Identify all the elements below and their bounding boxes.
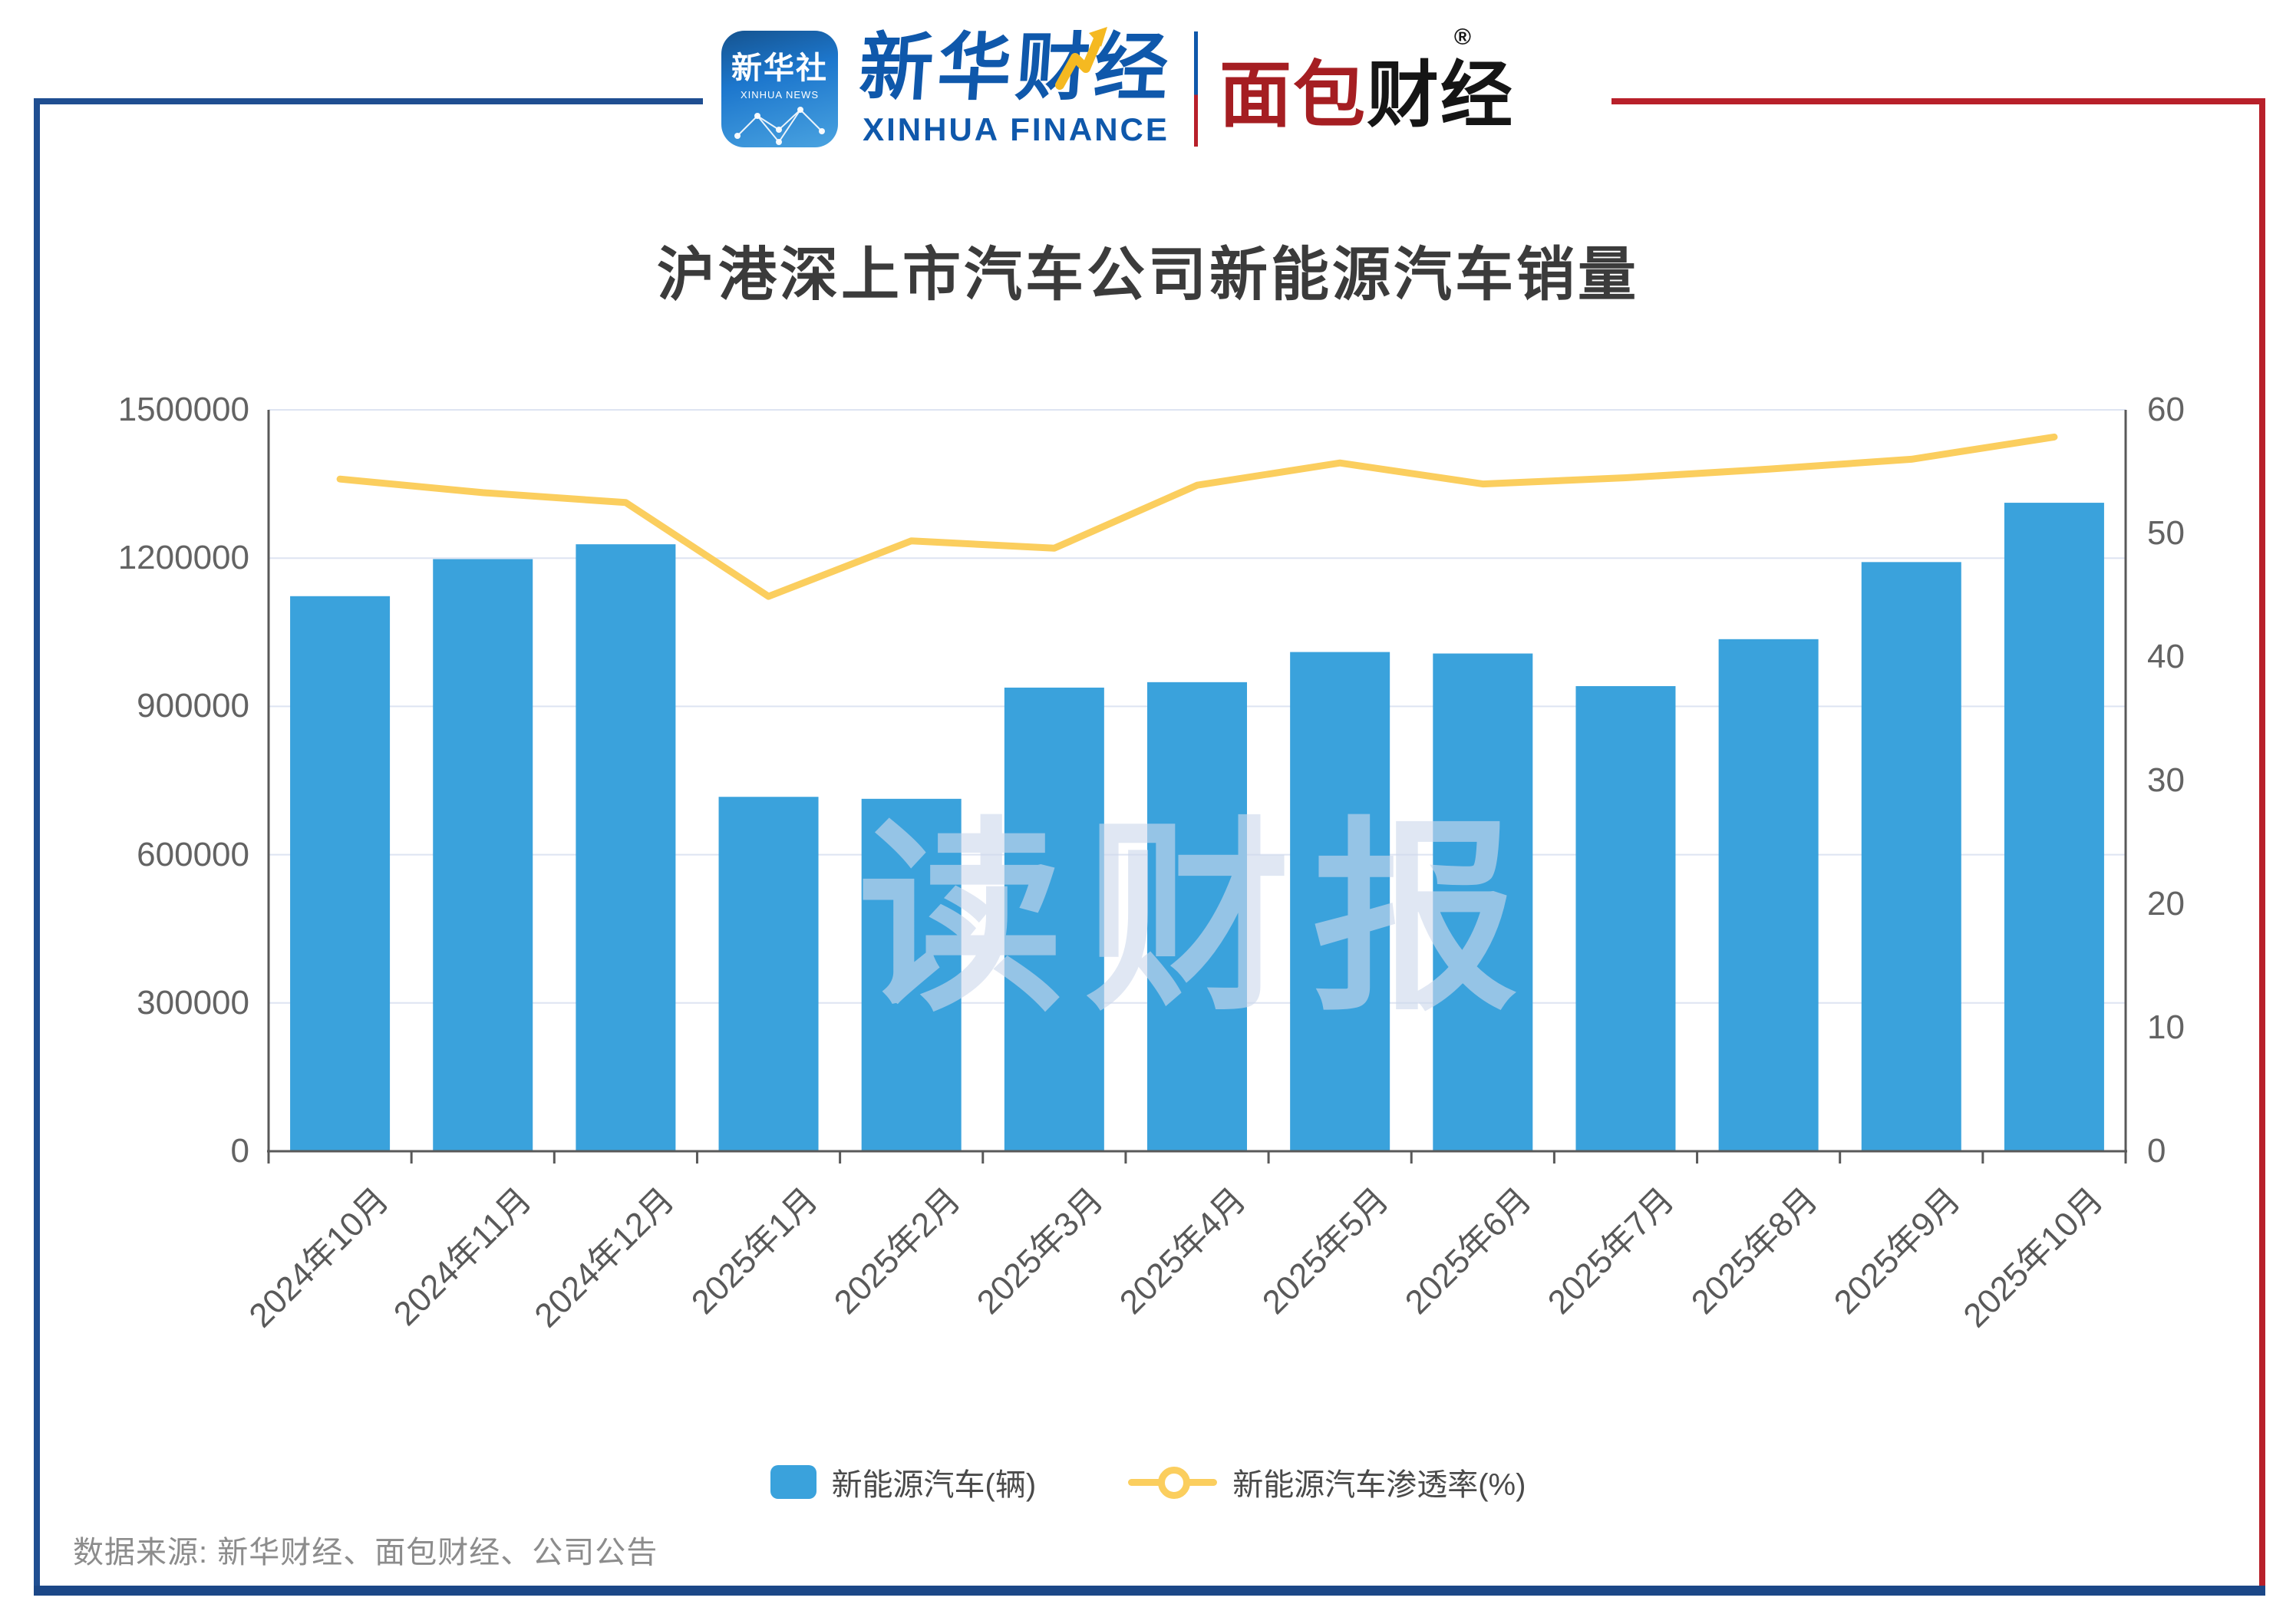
bar-2025年7月 <box>1575 685 1676 1151</box>
xinhua-icon-cn-label: 新华社 <box>731 51 828 85</box>
bar-2024年11月 <box>433 559 533 1151</box>
y-left-tick-label: 1200000 <box>117 539 249 577</box>
header-logos: 新华社 XINHUA NEWS 新华财经 XINHUA FINANCE <box>721 21 1537 156</box>
y-right-tick-label: 50 <box>2147 514 2185 552</box>
penetration-rate-line <box>336 433 2058 600</box>
registered-trademark-icon: ® <box>1453 24 1472 50</box>
bar-2024年12月 <box>576 544 676 1151</box>
y-right-tick-label: 60 <box>2147 391 2185 428</box>
legend-bar-label: 新能源汽车(辆) <box>831 1468 1037 1502</box>
legend-line-label: 新能源汽车渗透率(%) <box>1232 1468 1526 1502</box>
logo-divider <box>1194 31 1198 147</box>
bar-2025年10月 <box>2004 503 2104 1151</box>
bar-2025年3月 <box>1004 687 1104 1151</box>
line-series-marker-icon <box>1128 1465 1218 1499</box>
rising-arrow-icon <box>1054 26 1107 90</box>
bar-2025年4月 <box>1147 682 1247 1151</box>
y-left-tick-label: 600000 <box>137 835 249 873</box>
frame-top-blue-line <box>34 98 703 104</box>
y-left-tick-label: 900000 <box>137 687 249 725</box>
bar-2025年9月 <box>1861 562 1961 1151</box>
bread-finance-logo: 面包财经 ® <box>1219 25 1537 141</box>
frame-top-red-line <box>1611 98 2265 104</box>
data-source-note: 数据来源: 新华财经、面包财经、公司公告 <box>73 1536 658 1570</box>
xinhua-finance-logo: 新华财经 XINHUA FINANCE <box>856 26 1176 148</box>
frame-bottom-bar <box>34 1586 2265 1596</box>
y-right-tick-label: 30 <box>2147 761 2185 799</box>
legend: 新能源汽车(辆) 新能源汽车渗透率(%) <box>0 1460 2296 1504</box>
y-right-tick-label: 20 <box>2147 885 2185 923</box>
watermark: 读财报 <box>858 804 1539 1034</box>
y-right-tick-label: 10 <box>2147 1008 2185 1046</box>
y-left-tick-label: 0 <box>230 1132 249 1170</box>
y-left-tick-label: 300000 <box>137 983 249 1022</box>
bar-2025年1月 <box>718 797 819 1151</box>
xinhua-icon-en-label: XINHUA NEWS <box>740 88 819 101</box>
bread-finance-black-text: 财经 <box>1367 54 1515 135</box>
legend-item-line: 新能源汽车渗透率(%) <box>1128 1460 1526 1504</box>
y-right-tick-label: 40 <box>2147 638 2185 675</box>
network-constellation-icon <box>734 106 825 145</box>
legend-item-bars: 新能源汽车(辆) <box>770 1460 1037 1504</box>
bar-2024年10月 <box>290 596 391 1151</box>
frame-left-border <box>34 98 40 1587</box>
xinhua-finance-en: XINHUA FINANCE <box>863 111 1169 147</box>
bar-2025年8月 <box>1718 639 1819 1151</box>
chart-title: 沪港深上市汽车公司新能源汽车销量 <box>657 243 1639 308</box>
bar-2025年5月 <box>1290 652 1390 1151</box>
y-right-tick-label: 0 <box>2147 1132 2166 1170</box>
bread-finance-red-text: 面包 <box>1219 54 1367 135</box>
frame-right-border <box>2259 98 2265 1587</box>
bar-2025年2月 <box>861 798 962 1151</box>
bar-series-swatch-icon <box>770 1465 816 1499</box>
y-left-tick-label: 1500000 <box>117 391 249 428</box>
xinhua-news-app-icon: 新华社 XINHUA NEWS <box>721 30 838 147</box>
bar-2025年6月 <box>1433 653 1533 1151</box>
